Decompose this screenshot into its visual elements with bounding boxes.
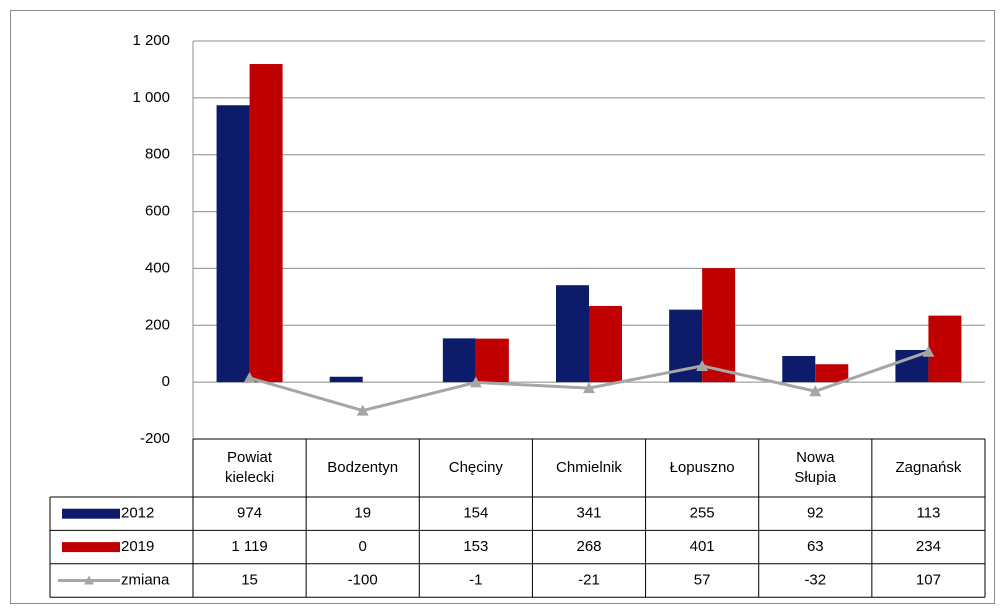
category-cell: Powiat kielecki — [193, 439, 306, 497]
table-value: 113 — [916, 505, 940, 522]
table-value: 234 — [916, 538, 941, 555]
category-text: Bodzentyn — [327, 459, 399, 476]
category-label: Zagnańsk — [872, 439, 985, 497]
bar — [928, 315, 962, 383]
bar — [815, 364, 849, 383]
bar — [442, 338, 476, 383]
table-value: -32 — [804, 571, 826, 588]
table-value: 255 — [690, 505, 715, 522]
legend-key-marker — [84, 575, 94, 585]
table-value: 1 119 — [231, 538, 267, 555]
table-value: 974 — [237, 505, 262, 522]
y-tick-label: 1 000 — [132, 89, 170, 106]
category-cell: Chęciny — [419, 439, 532, 497]
table-value: 57 — [694, 571, 711, 588]
y-tick-label: 200 — [145, 316, 170, 333]
category-text: Zagnańsk — [895, 459, 962, 476]
category-text: Powiat kielecki — [224, 449, 275, 486]
y-tick-label: -200 — [140, 430, 170, 447]
category-label: Chęciny — [419, 439, 532, 497]
table-value: 19 — [354, 505, 371, 522]
bar — [702, 268, 736, 383]
bar — [589, 305, 622, 383]
bar — [216, 105, 250, 383]
table-value: -100 — [348, 571, 378, 588]
table-value: 15 — [241, 571, 258, 588]
category-label: Bodzentyn — [306, 439, 419, 497]
line-marker — [696, 359, 709, 371]
category-text: Nowa Słupia — [794, 449, 837, 486]
category-label: Powiat kielecki — [193, 439, 306, 497]
legend-label: zmiana — [121, 571, 170, 588]
bar — [249, 64, 283, 383]
table-value: 63 — [807, 538, 824, 555]
bar — [895, 350, 929, 383]
table-value: 268 — [576, 538, 601, 555]
table-value: 154 — [463, 505, 488, 522]
y-tick-label: 400 — [145, 259, 170, 276]
category-cell: Zagnańsk — [872, 439, 985, 497]
line-marker — [469, 376, 482, 388]
y-tick-label: 800 — [145, 146, 170, 163]
table-value: -21 — [578, 571, 600, 588]
category-cell: Łopuszno — [646, 439, 759, 497]
bar — [329, 376, 363, 383]
line-marker — [922, 345, 935, 357]
category-text: Chmielnik — [556, 459, 622, 476]
y-tick-label: 1 200 — [132, 32, 170, 49]
bar — [475, 338, 509, 383]
legend-label: 2019 — [121, 538, 154, 555]
chart-frame — [10, 10, 995, 604]
line-marker — [356, 404, 369, 416]
table-value: 401 — [690, 538, 715, 555]
table-value: 107 — [916, 571, 941, 588]
legend-key — [62, 542, 120, 553]
y-tick-label: 0 — [162, 373, 170, 390]
legend-label: 2012 — [121, 505, 154, 522]
bar — [556, 285, 589, 383]
bar — [782, 355, 816, 383]
category-label: Chmielnik — [532, 439, 645, 497]
category-text: Chęciny — [448, 459, 503, 476]
table-value: -1 — [469, 571, 482, 588]
legend-key — [62, 508, 120, 519]
category-text: Łopuszno — [669, 459, 735, 476]
line-marker — [583, 382, 595, 394]
line-marker — [243, 371, 256, 383]
category-cell: Bodzentyn — [306, 439, 419, 497]
category-cell: Chmielnik — [532, 439, 645, 497]
category-label: Łopuszno — [646, 439, 759, 497]
category-label: Nowa Słupia — [759, 439, 872, 497]
table-value: 153 — [463, 538, 488, 555]
line-marker — [809, 385, 822, 397]
table-value: 341 — [576, 505, 601, 522]
y-tick-label: 600 — [145, 203, 170, 220]
table-value: 92 — [807, 505, 824, 522]
table-value: 0 — [359, 538, 367, 555]
category-cell: Nowa Słupia — [759, 439, 872, 497]
